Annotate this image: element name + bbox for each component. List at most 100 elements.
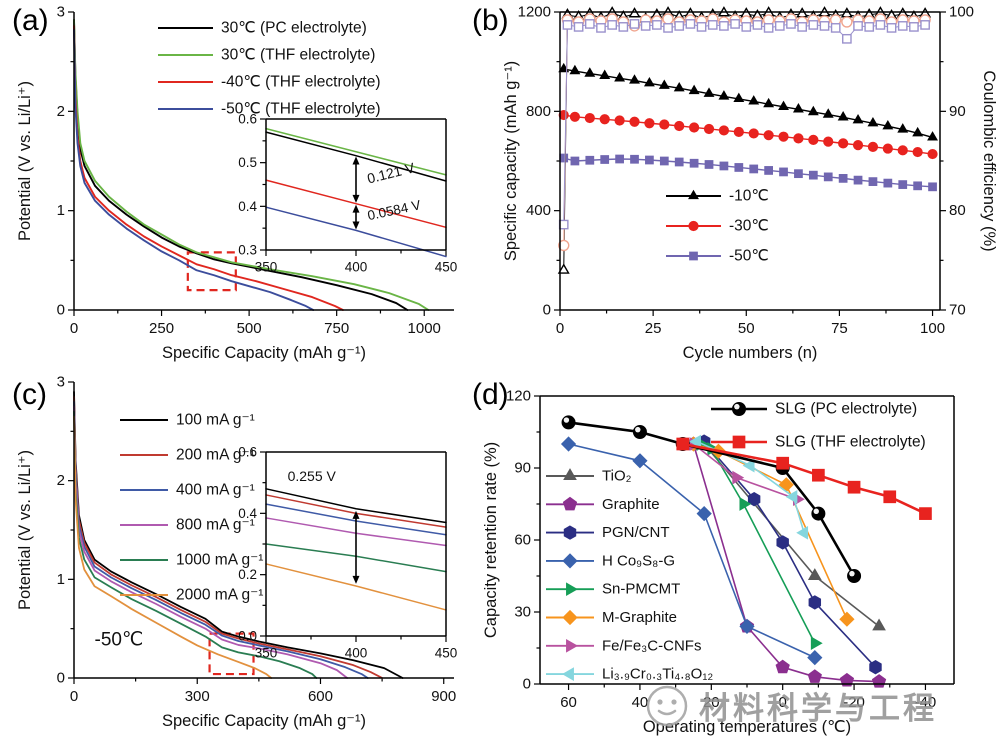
marker-triangle [807, 105, 819, 116]
panel-c-chart: 0 300 600 900 0 1 2 3 -50℃ Specific Capacity (mAh… [16, 376, 458, 730]
marker-square [752, 20, 763, 30]
watermark: 材料科学与工程 [645, 683, 937, 728]
axis-y-tick-label: 0 [57, 670, 65, 687]
marker-square [584, 19, 595, 29]
legend-label: -10℃ [729, 188, 769, 205]
marker-circle [852, 140, 864, 151]
series-line [73, 395, 384, 679]
marker-square [696, 22, 707, 32]
marker-sphere [632, 425, 647, 439]
marker-square [741, 22, 752, 32]
axis-x-title: Specific Capacity (mAh g⁻¹) [162, 344, 366, 362]
marker-square [618, 22, 629, 32]
axis-x-tick-label: 450 [435, 646, 458, 661]
axis-x-tick-label: 0 [70, 320, 78, 337]
marker-triangle [557, 263, 570, 274]
marker-diamond [839, 611, 855, 627]
legend-label: Sn-PMCMT [602, 581, 680, 598]
marker-square [674, 157, 684, 167]
panel-c-label: (c) [12, 378, 47, 411]
marker-triangle [927, 131, 938, 141]
marker-triangle-right [566, 582, 578, 597]
marker-square [842, 33, 852, 44]
marker-sphere [847, 569, 862, 583]
axis-y-tick-label: 0.4 [238, 506, 257, 521]
marker-square [734, 163, 744, 172]
series-line [265, 488, 447, 524]
marker-circle [703, 123, 715, 135]
annotation-text: -50℃ [95, 629, 144, 650]
marker-square [559, 153, 569, 163]
marker-triangle-left [785, 489, 798, 504]
marker-circle [614, 115, 625, 126]
marker-square [868, 177, 878, 186]
marker-square [630, 154, 639, 164]
marker-circle [897, 145, 908, 156]
series-line [265, 131, 447, 182]
axis-x-tick-label: 250 [149, 320, 174, 337]
marker-square [573, 22, 584, 32]
legend-label: 1000 mA g⁻¹ [176, 552, 263, 569]
marker-square [558, 219, 569, 230]
axis-x-tick-label: 0 [556, 320, 564, 337]
marker-circle [748, 128, 759, 139]
axis-x-tick-label: 20 [703, 694, 720, 711]
marker-triangle [688, 84, 700, 95]
marker-triangle [733, 92, 745, 103]
marker-square [883, 490, 897, 504]
axis-y-tick-label: 0.2 [238, 567, 257, 582]
series-line [73, 405, 349, 679]
marker-triangle [867, 116, 879, 127]
axis-x-tick-label: 350 [255, 260, 278, 275]
marker-triangle [614, 72, 626, 82]
axis-x-tick-label: 300 [185, 688, 210, 705]
marker-square [919, 507, 932, 520]
marker-circle [718, 125, 730, 136]
marker-square [600, 155, 610, 164]
panel-a-chart: 0 250 500 750 1000 0 1 2 3 Specific Capacity (mAh… [16, 4, 457, 362]
marker-triangle-left [689, 434, 701, 449]
annotation-arrowhead [352, 575, 360, 584]
panel-b-chart: 0 25 50 75 100 0 400 800 1200 70 80 90 100 Cycle numb… [502, 4, 996, 362]
axis-y-tick-label: 0.5 [238, 155, 257, 170]
axis-y-tick-label: 3 [57, 4, 65, 21]
axis-x-tick-label: 400 [345, 646, 368, 661]
marker-diamond [696, 505, 712, 522]
marker-circle [733, 126, 744, 138]
legend-label: 800 mA g⁻¹ [176, 517, 255, 534]
marker-square [808, 20, 819, 30]
marker-square [663, 23, 673, 33]
series-line [73, 18, 430, 311]
marker-triangle [584, 67, 596, 77]
axis-x-tick-label: 50 [738, 320, 755, 337]
series-line [699, 443, 816, 645]
legend-label: -30℃ [729, 218, 769, 235]
marker-pentagon [839, 672, 855, 687]
axis-x-title: Specific Capacity (mAh g⁻¹) [162, 712, 366, 730]
marker-square [897, 21, 908, 31]
marker-triangle-right [739, 497, 752, 511]
marker-square [629, 19, 640, 29]
legend-label: 400 mA g⁻¹ [176, 482, 255, 499]
marker-diamond [632, 453, 648, 469]
series-line [563, 12, 926, 271]
axis-y-tick-label: 800 [526, 103, 551, 120]
marker-triangle [837, 110, 849, 121]
marker-square [674, 21, 685, 31]
marker-square [707, 20, 718, 30]
axis-y-title: Capacity retention rate (%) [482, 442, 500, 638]
axis-y-title: Potential (V vs. Li/Li⁺) [16, 81, 34, 241]
axis-x-tick-label: 900 [431, 688, 456, 705]
marker-triangle [718, 90, 730, 100]
highlight-dashed-rect [208, 632, 255, 676]
marker-sphere-highlight [635, 426, 641, 433]
series-line [73, 415, 273, 679]
marker-triangle [643, 76, 655, 87]
marker-triangle [807, 568, 822, 580]
marker-square [676, 437, 690, 451]
series-line [73, 400, 369, 679]
marker-square [812, 468, 825, 482]
marker-square [607, 20, 617, 30]
marker-square [763, 23, 774, 33]
